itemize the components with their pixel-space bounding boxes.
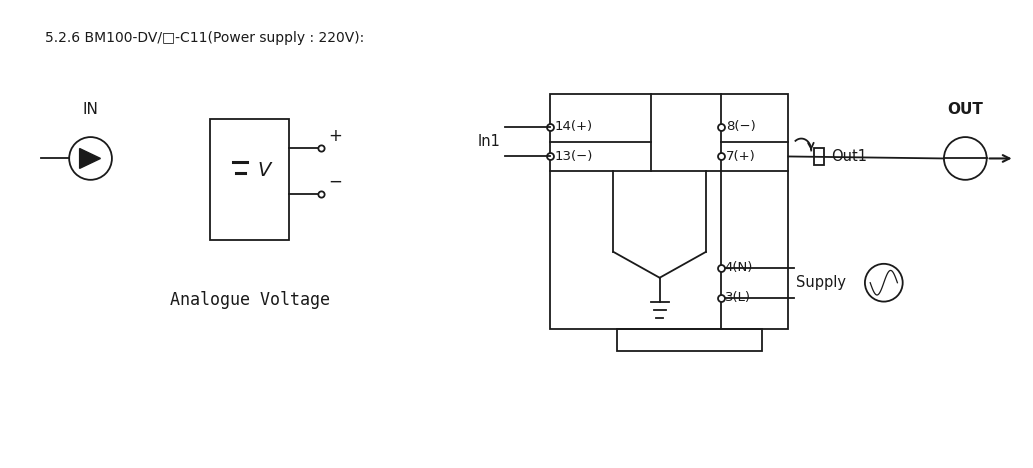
Bar: [814, 147, 824, 165]
Text: Out1: Out1: [832, 149, 867, 164]
Text: 8(−): 8(−): [726, 120, 755, 133]
Text: +: +: [328, 127, 342, 145]
Bar: [210, 119, 289, 240]
Text: OUT: OUT: [947, 102, 983, 117]
Text: 4(N): 4(N): [725, 261, 753, 274]
Text: 5.2.6 BM100-DV/□-C11(Power supply : 220V):: 5.2.6 BM100-DV/□-C11(Power supply : 220V…: [44, 31, 364, 45]
Text: Analogue Voltage: Analogue Voltage: [169, 291, 330, 308]
Bar: [550, 94, 788, 329]
Text: 3(L): 3(L): [725, 291, 751, 304]
Text: −: −: [328, 173, 342, 191]
Text: In1: In1: [477, 134, 500, 149]
Bar: [618, 329, 761, 351]
Text: 7(+): 7(+): [726, 150, 755, 163]
Text: V: V: [257, 161, 271, 180]
Text: IN: IN: [83, 102, 98, 117]
Polygon shape: [80, 148, 100, 168]
Text: 13(−): 13(−): [555, 150, 593, 163]
Text: Supply: Supply: [796, 275, 846, 290]
Text: 14(+): 14(+): [555, 120, 593, 133]
